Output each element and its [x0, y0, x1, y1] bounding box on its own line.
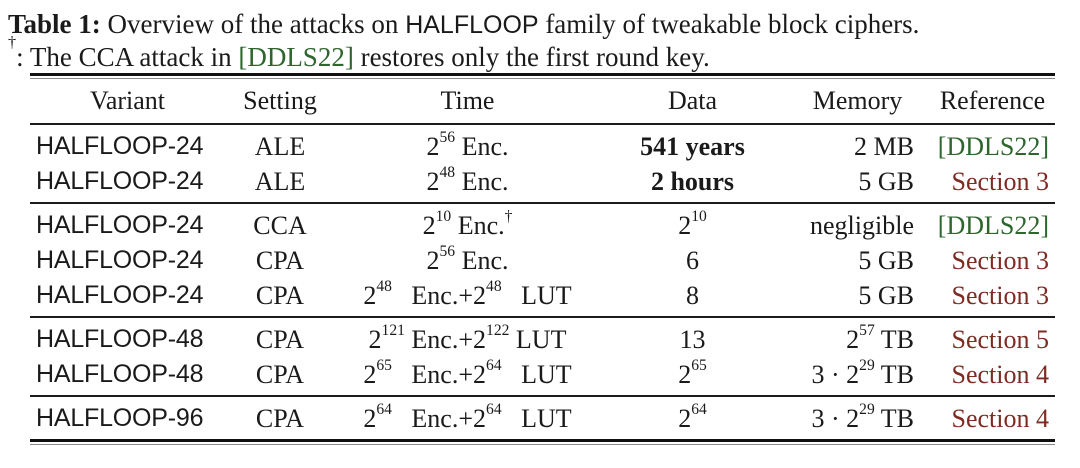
cell-variant: HALFLOOP-48 [36, 325, 204, 353]
caption-outro: family of tweakable block ciphers. [538, 9, 920, 39]
cell-setting: ALE [254, 166, 306, 196]
header-data: Data [667, 86, 718, 115]
cell-variant: HALFLOOP-24 [36, 281, 204, 309]
cell-variant: HALFLOOP-48 [36, 360, 204, 388]
cell-memory: 3 · 2 29 TB [811, 400, 914, 433]
table-caption: Table 1: Overview of the attacks on HALF… [8, 8, 1074, 73]
cell-setting: ALE [254, 131, 306, 161]
cell-memory: 5 GB [858, 245, 914, 275]
cell-memory: 5 GB [858, 166, 914, 196]
header-memory: Memory [812, 86, 903, 115]
cell-variant: HALFLOOP-24 [36, 246, 204, 274]
group-separator-rule [30, 395, 1055, 397]
table-row: HALFLOOP-24 CCA 2 10 Enc. † 2 10 negligible… [0, 208, 1080, 243]
cell-setting: CCA [253, 210, 307, 240]
footnote-prefix: †: The CCA attack in [8, 33, 239, 72]
cell-memory: 3 · 2 29 TB [811, 356, 914, 389]
caption-cipher-family: HALFLOOP [405, 11, 539, 39]
table-group: HALFLOOP-24 CCA 2 10 Enc. † 2 10 negligible… [0, 204, 1080, 316]
cell-data: 8 [686, 280, 699, 310]
cell-reference-link[interactable]: Section 3 [951, 280, 1050, 310]
cell-data: 13 [679, 324, 706, 354]
footnote-citation-link[interactable]: [DDLS22] [238, 42, 354, 72]
caption-label: Table 1: [8, 9, 101, 39]
caption-line-1: Table 1: Overview of the attacks on HALF… [8, 8, 1074, 41]
cell-time: 2 56 Enc. [426, 242, 509, 275]
table-group: HALFLOOP-96 CPA 2 64 Enc.+2 64 LUT 2 64 3 ·… [0, 397, 1080, 439]
cell-reference-link[interactable]: Section 3 [951, 166, 1050, 196]
table-row: HALFLOOP-24 CPA 2 56 Enc. 6 5 GB Section … [0, 243, 1080, 278]
cell-variant: HALFLOOP-96 [36, 404, 204, 432]
cell-setting: CPA [255, 245, 305, 275]
table-top-rule [30, 73, 1055, 79]
header-time: Time [440, 86, 495, 115]
cell-variant: HALFLOOP-24 [36, 167, 204, 195]
header-variant: Variant [89, 86, 166, 115]
table-body: HALFLOOP-24 ALE 2 56 Enc. 541 years 2 MB … [0, 125, 1080, 439]
cell-variant: HALFLOOP-24 [36, 132, 204, 160]
cell-reference-link[interactable]: Section 4 [951, 359, 1050, 389]
table-bottom-rule [30, 439, 1055, 445]
cell-time: 2 121 Enc.+2 122 LUT [368, 321, 567, 354]
cell-time: 2 56 Enc. [426, 128, 509, 161]
table-group: HALFLOOP-24 ALE 2 56 Enc. 541 years 2 MB … [0, 125, 1080, 202]
header-reference: Reference [939, 86, 1046, 115]
cell-data: 2 65 [678, 356, 707, 389]
group-separator-rule [30, 202, 1055, 204]
cell-setting: CPA [255, 324, 305, 354]
cell-time: 2 65 Enc.+2 64 LUT [363, 356, 572, 389]
cell-data: 541 years [640, 131, 745, 161]
cell-data: 6 [686, 245, 699, 275]
cell-memory: negligible [810, 210, 914, 240]
cell-setting: CPA [255, 280, 305, 310]
cell-reference-link[interactable]: [DDLS22] [937, 210, 1049, 240]
cell-memory: 2 MB [854, 131, 914, 161]
cell-reference-link[interactable]: Section 3 [951, 245, 1050, 275]
table-row: HALFLOOP-24 ALE 2 56 Enc. 541 years 2 MB … [0, 129, 1080, 164]
caption-intro: Overview of the attacks on [100, 9, 406, 39]
header-rule [30, 123, 1055, 125]
footnote-suffix: restores only the first round key. [353, 42, 710, 72]
cell-time: 2 64 Enc.+2 64 LUT [363, 400, 572, 433]
table-row: HALFLOOP-24 ALE 2 48 Enc. 2 hours 5 GB Se… [0, 164, 1080, 199]
cell-data: 2 64 [678, 400, 707, 433]
header-setting: Setting [243, 86, 317, 115]
bottom-rule-thin [30, 444, 1055, 445]
cell-memory: 5 GB [858, 280, 914, 310]
cell-reference-link[interactable]: Section 5 [951, 324, 1050, 354]
cell-setting: CPA [255, 359, 305, 389]
caption-footnote: †: The CCA attack in [DDLS22] restores o… [8, 33, 1074, 73]
top-rule-thin [30, 78, 1055, 79]
cell-time: 2 48 Enc.+2 48 LUT [363, 277, 572, 310]
table-header-row: Variant Setting Time Data Memory Referen… [0, 79, 1080, 123]
cell-variant: HALFLOOP-24 [36, 211, 204, 239]
table-row: HALFLOOP-96 CPA 2 64 Enc.+2 64 LUT 2 64 3 ·… [0, 401, 1080, 436]
cell-setting: CPA [255, 403, 305, 433]
cell-data: 2 hours [650, 166, 735, 196]
table-row: HALFLOOP-48 CPA 2 65 Enc.+2 64 LUT 2 65 3 ·… [0, 357, 1080, 392]
cell-reference-link[interactable]: [DDLS22] [937, 131, 1049, 161]
cell-time: 2 10 Enc. † [422, 207, 513, 240]
top-rule-heavy [30, 73, 1055, 76]
cell-data: 2 10 [678, 207, 707, 240]
bottom-rule-heavy [30, 439, 1055, 442]
cell-reference-link[interactable]: Section 4 [951, 403, 1050, 433]
table-row: HALFLOOP-24 CPA 2 48 Enc.+2 48 LUT 8 5 GB … [0, 278, 1080, 313]
group-separator-rule [30, 316, 1055, 318]
cell-memory: 2 57 TB [846, 321, 914, 354]
cell-time: 2 48 Enc. [426, 163, 509, 196]
